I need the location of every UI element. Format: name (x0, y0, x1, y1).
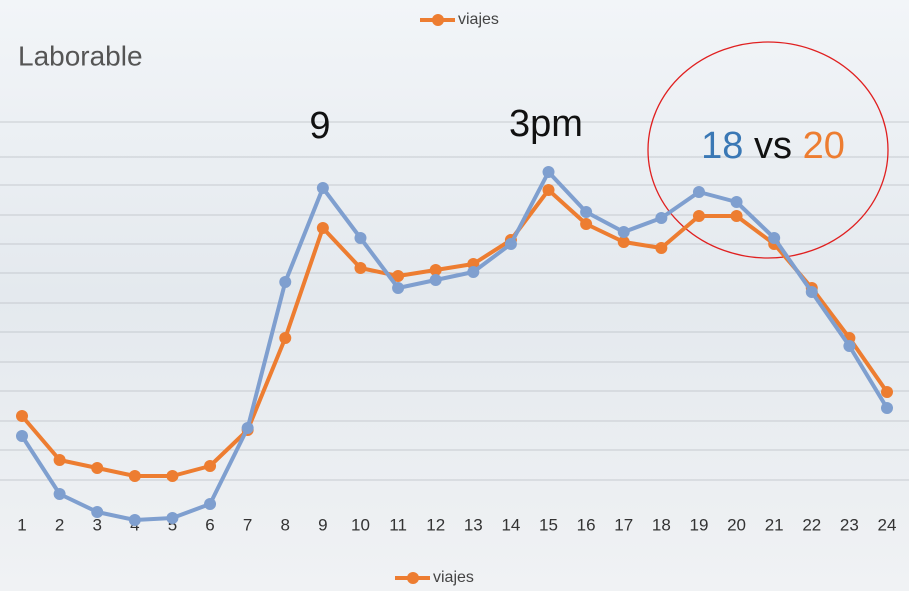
point (730, 210, 743, 222)
point (730, 196, 743, 208)
x-tick-label: 9 (318, 515, 327, 534)
x-tick-label: 19 (689, 515, 708, 534)
annotation: 9 (309, 105, 330, 147)
point (354, 232, 367, 244)
legend-label: viajes (458, 11, 499, 28)
point (617, 226, 630, 238)
point (429, 274, 442, 286)
point (542, 184, 555, 196)
x-tick-label: 22 (802, 515, 821, 534)
point (128, 470, 141, 482)
x-tick-label: 13 (464, 515, 483, 534)
x-tick-label: 11 (389, 515, 407, 534)
point (805, 286, 818, 298)
x-tick-label: 2 (55, 515, 64, 534)
x-tick-label: 6 (205, 515, 214, 534)
point (91, 462, 104, 474)
point (655, 212, 668, 224)
point (843, 340, 856, 352)
point (580, 218, 593, 230)
point (392, 270, 405, 282)
x-tick-label: 1 (17, 515, 26, 534)
comparison-right: 20 (803, 125, 845, 167)
x-tick-label: 15 (539, 515, 558, 534)
point (580, 206, 593, 218)
x-tick-label: 16 (577, 515, 596, 534)
x-tick-label: 3 (92, 515, 101, 534)
x-tick-label: 5 (168, 515, 177, 534)
point (166, 470, 179, 482)
x-tick-label: 17 (614, 515, 633, 534)
point (542, 166, 555, 178)
point (692, 186, 705, 198)
x-tick-label: 14 (501, 515, 520, 534)
x-tick-label: 10 (351, 515, 370, 534)
point (655, 242, 668, 254)
point (881, 402, 893, 414)
point (16, 410, 28, 422)
point (467, 266, 480, 278)
x-tick-label: 8 (281, 515, 290, 534)
series-line (20, 170, 889, 522)
comparison-middle: vs (754, 125, 792, 167)
point (128, 514, 141, 526)
point (279, 332, 292, 344)
point (166, 512, 179, 524)
point (316, 222, 329, 234)
point (316, 182, 329, 194)
x-tick-label: 24 (878, 515, 897, 534)
point (392, 282, 405, 294)
legend-label: viajes (433, 569, 474, 586)
point (429, 264, 442, 276)
legend-marker (407, 572, 419, 584)
highlight-circle (647, 41, 889, 259)
x-tick-label: 7 (243, 515, 252, 534)
point (354, 262, 367, 274)
point (16, 430, 28, 442)
point (617, 236, 630, 248)
point (204, 498, 217, 510)
point (204, 460, 217, 472)
series-line (20, 188, 889, 478)
point (692, 210, 705, 222)
point (53, 488, 66, 500)
point (768, 232, 781, 244)
legend-marker (432, 14, 444, 26)
point (504, 238, 517, 250)
x-tick-label: 23 (840, 515, 859, 534)
point (91, 506, 104, 518)
x-tick-label: 12 (426, 515, 445, 534)
point (53, 454, 66, 466)
comparison-left: 18 (701, 125, 743, 167)
x-tick-label: 20 (727, 515, 746, 534)
comparison: 18 vs 20 (701, 125, 845, 167)
x-tick-label: 21 (765, 515, 784, 534)
point (881, 386, 893, 398)
x-tick-label: 18 (652, 515, 671, 534)
point (279, 276, 292, 288)
point (241, 422, 254, 434)
background-lines (0, 121, 909, 481)
annotation: 3pm (509, 103, 583, 145)
chart-title: Laborable (18, 40, 143, 71)
